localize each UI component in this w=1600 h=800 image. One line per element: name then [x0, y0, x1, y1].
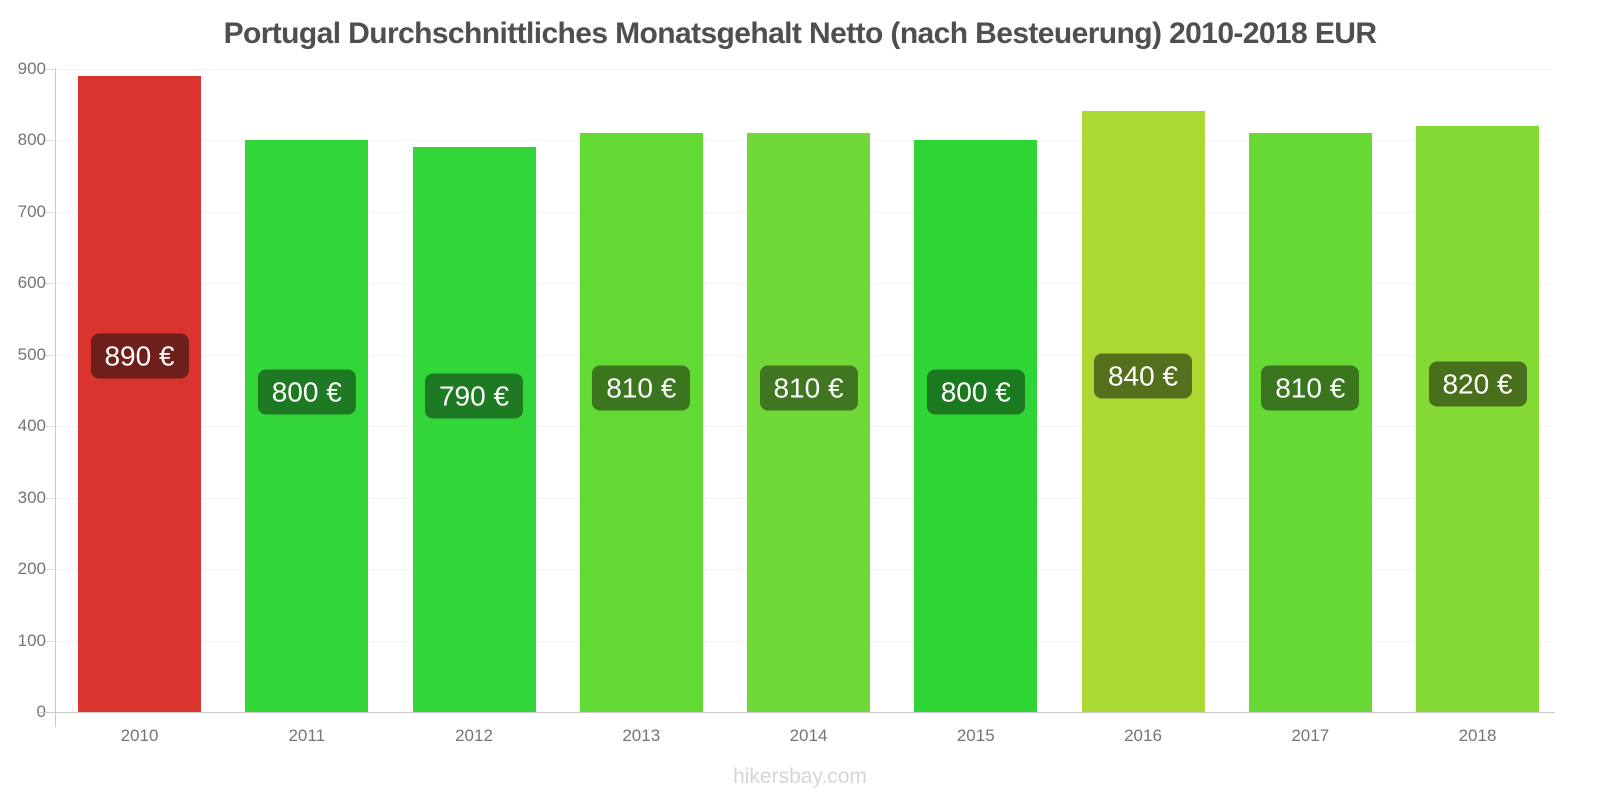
bar-value-label: 810 €	[592, 365, 691, 411]
x-axis-tick-label: 2015	[956, 726, 995, 745]
bar-value-label: 800 €	[926, 369, 1025, 415]
x-axis-tick-label: 2013	[622, 726, 661, 745]
x-axis-tick-label: 2018	[1458, 726, 1497, 745]
y-axis-tick	[44, 69, 55, 70]
bar-2011[interactable]	[245, 140, 369, 712]
y-axis-tick-label: 900	[17, 59, 46, 78]
x-axis-tick-label: 2017	[1291, 726, 1330, 745]
bar-value-label: 790 €	[424, 373, 524, 419]
bar-2017[interactable]	[1248, 132, 1372, 712]
chart-title: Portugal Durchschnittliches Monatsgehalt…	[223, 17, 1377, 50]
x-axis-tick-label: 2016	[1124, 726, 1162, 745]
x-axis-tick-label: 2010	[120, 726, 159, 745]
bar-2013[interactable]	[579, 132, 703, 712]
bar-2018[interactable]	[1416, 125, 1539, 712]
bar-2016[interactable]	[1081, 111, 1205, 712]
bar-2010[interactable]	[78, 75, 201, 712]
gridline	[56, 69, 1553, 70]
y-axis-tick	[44, 140, 55, 141]
x-axis-tick-label: 2011	[288, 726, 326, 745]
bar-value-label: 810 €	[759, 365, 858, 411]
y-axis-tick	[44, 283, 55, 284]
watermark: hikersbay.com	[733, 765, 867, 788]
bar-2012[interactable]	[412, 147, 536, 712]
x-axis-line	[38, 712, 1555, 713]
y-axis-tick-label: 0	[0, 703, 46, 721]
bar-2014[interactable]	[747, 132, 870, 712]
x-axis-tick-label: 2012	[455, 726, 493, 745]
y-axis-tick	[44, 355, 55, 356]
y-axis-tick-label: 200	[17, 559, 46, 578]
y-axis-tick-label: 400	[17, 416, 46, 435]
y-axis-tick-label: 700	[17, 202, 46, 221]
y-axis-tick-label: 800	[17, 130, 46, 149]
y-axis-tick-label: 600	[17, 273, 46, 292]
bar-value-label: 890 €	[90, 333, 189, 379]
bar-value-label: 820 €	[1428, 361, 1527, 407]
bar-2015[interactable]	[914, 140, 1038, 712]
bar-value-label: 810 €	[1261, 365, 1360, 411]
bar-value-label: 840 €	[1093, 353, 1193, 399]
y-axis-tick-label: 500	[17, 345, 46, 364]
y-axis-tick-label: 300	[17, 488, 46, 507]
y-axis-tick	[44, 641, 55, 642]
y-axis-tick	[44, 426, 55, 427]
x-axis-tick-label: 2014	[789, 726, 828, 745]
y-axis-tick	[44, 569, 55, 570]
y-axis-line	[55, 68, 56, 727]
y-axis-tick-label: 100	[17, 631, 46, 650]
y-axis-tick	[44, 498, 55, 499]
bar-value-label: 800 €	[257, 369, 356, 415]
y-axis-tick	[44, 212, 55, 213]
